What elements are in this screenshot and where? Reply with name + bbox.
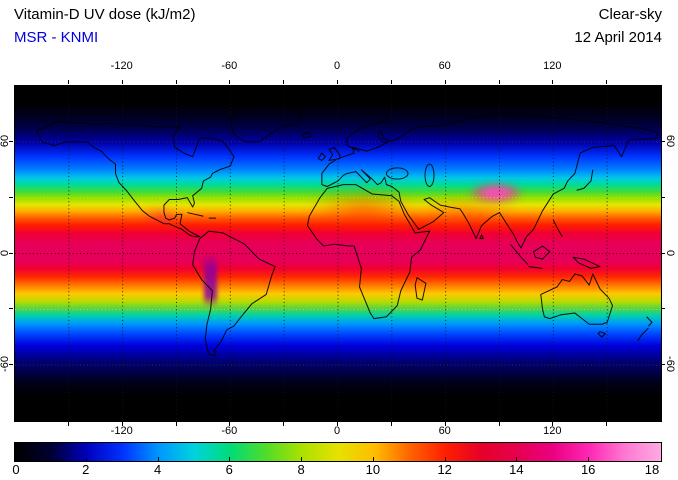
colorbar-label: 16 xyxy=(580,462,596,477)
colorbar-tick xyxy=(157,457,159,461)
axis-tick xyxy=(9,308,13,310)
colorbar-label: 10 xyxy=(365,462,381,477)
colorbar-tick xyxy=(229,457,231,461)
map-overlay xyxy=(15,86,661,421)
axis-tick xyxy=(9,140,13,142)
axis-tick xyxy=(661,140,665,142)
axis-tick xyxy=(661,196,665,198)
axis-tick xyxy=(229,80,231,84)
caspian-sea-outline xyxy=(425,164,434,186)
source-label: MSR - KNMI xyxy=(14,29,99,46)
axis-tick xyxy=(175,80,177,84)
axis-tick xyxy=(498,80,500,84)
colorbar-tick xyxy=(588,457,590,461)
lon-tick-label-bottom: -60 xyxy=(221,425,238,437)
colorbar xyxy=(14,442,662,462)
colorbar-label: 0 xyxy=(12,462,20,477)
axis-tick xyxy=(121,80,123,84)
axis-tick xyxy=(498,422,500,426)
black-sea-outline xyxy=(386,168,408,179)
colorbar-tick xyxy=(85,457,87,461)
lon-tick-label-bottom: -120 xyxy=(110,425,133,437)
axis-tick xyxy=(661,308,665,310)
lon-tick-label-bottom: 60 xyxy=(438,425,451,437)
colorbar-tick xyxy=(301,457,303,461)
axis-tick xyxy=(661,252,665,254)
axis-tick xyxy=(337,80,338,84)
axis-tick xyxy=(9,196,13,198)
axis-tick xyxy=(283,422,285,426)
axis-tick xyxy=(67,422,69,426)
date-label: 12 April 2014 xyxy=(574,29,662,46)
axis-tick xyxy=(337,422,338,426)
colorbar-label: 4 xyxy=(153,462,162,477)
graticule-30-parallels xyxy=(15,198,661,310)
world-uv-heatmap xyxy=(14,85,662,422)
axis-tick xyxy=(283,80,285,84)
axis-tick xyxy=(67,80,69,84)
axis-tick xyxy=(9,364,13,366)
axis-tick xyxy=(606,422,608,426)
axis-tick xyxy=(661,364,665,366)
lat-tick-label-right: 0 xyxy=(664,249,676,256)
lat-tick-label-right: 60 xyxy=(664,134,676,147)
axis-tick xyxy=(175,422,177,426)
axis-tick xyxy=(390,422,392,426)
colorbar-label: 18 xyxy=(644,462,660,477)
lon-tick-label-bottom: 120 xyxy=(543,425,562,437)
axis-tick xyxy=(552,80,554,84)
axis-tick xyxy=(9,252,13,254)
axis-tick xyxy=(606,80,608,84)
axis-tick xyxy=(444,80,446,84)
axis-tick xyxy=(444,422,446,426)
lon-tick-label-top: 120 xyxy=(543,60,562,72)
axis-tick xyxy=(229,422,231,426)
lat-tick-label-right: -60 xyxy=(664,356,676,373)
colorbar-tick xyxy=(444,457,446,461)
colorbar-tick xyxy=(372,457,374,461)
axis-tick xyxy=(121,422,123,426)
colorbar-label: 14 xyxy=(509,462,524,477)
colorbar-label: 8 xyxy=(297,462,305,477)
colorbar-label: 12 xyxy=(437,462,452,477)
coastlines xyxy=(37,99,658,356)
colorbar-tick xyxy=(516,457,518,461)
lon-tick-label-top: -60 xyxy=(221,60,238,72)
colorbar-label: 2 xyxy=(82,462,90,477)
axis-tick xyxy=(390,80,392,84)
lon-tick-label-bottom: 0 xyxy=(333,425,341,437)
colorbar-label: 6 xyxy=(225,462,233,477)
lat-tick-label-left: 60 xyxy=(0,134,11,147)
lat-tick-label-left: 0 xyxy=(0,249,11,256)
lat-tick-label-left: -60 xyxy=(0,356,11,373)
lon-tick-label-top: -120 xyxy=(110,60,133,72)
page-title: Vitamin-D UV dose (kJ/m2) xyxy=(14,6,196,23)
lon-tick-label-top: 60 xyxy=(438,60,451,72)
lon-tick-label-top: 0 xyxy=(333,60,341,72)
condition-label: Clear-sky xyxy=(598,6,662,23)
axis-tick xyxy=(552,422,554,426)
